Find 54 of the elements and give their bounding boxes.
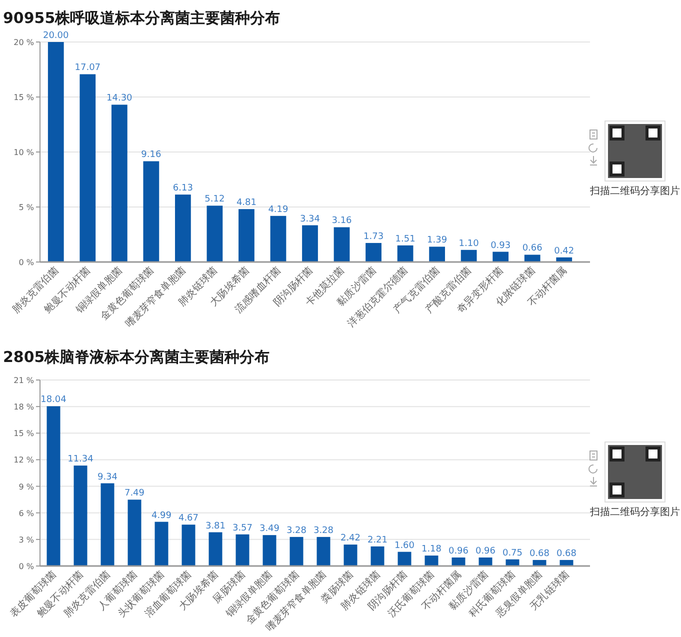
- data-label: 0.66: [522, 244, 543, 254]
- data-label: 3.28: [313, 526, 334, 536]
- data-label: 1.73: [364, 232, 384, 242]
- y-tick-label: 20 %: [14, 38, 34, 47]
- data-label: 0.68: [556, 548, 577, 559]
- y-tick-label: 3 %: [18, 535, 34, 544]
- y-tick-label: 6 %: [18, 508, 34, 518]
- data-label: 3.81: [205, 521, 226, 532]
- y-tick-label: 18 %: [14, 402, 34, 412]
- data-label: 4.19: [268, 204, 289, 215]
- data-label: 9.16: [141, 150, 162, 160]
- chart-title: 90955株呼吸道标本分离菌主要菌种分布: [3, 9, 280, 27]
- data-label: 0.96: [475, 546, 496, 556]
- data-label: 0.42: [554, 246, 574, 256]
- data-label: 1.10: [458, 238, 480, 249]
- data-label: 6.13: [172, 184, 193, 194]
- data-label: 11.34: [68, 454, 94, 465]
- chart-title: 2805株脑脊液标本分离菌主要菌种分布: [3, 348, 270, 366]
- y-tick-label: 21 %: [14, 376, 34, 385]
- data-label: 5.12: [204, 194, 225, 205]
- y-tick-label: 9 %: [18, 482, 34, 492]
- data-label: 17.07: [74, 63, 101, 74]
- y-tick-label: 12 %: [14, 456, 34, 465]
- data-label: 0.93: [490, 240, 511, 251]
- data-label: 3.16: [332, 216, 352, 226]
- y-tick-label: 15 %: [14, 429, 34, 438]
- data-label: 3.57: [232, 523, 253, 534]
- data-label: 18.04: [40, 395, 67, 406]
- y-tick-label: 0 %: [18, 258, 34, 267]
- annotation: 扫描二维码分享图片: [589, 506, 680, 518]
- data-label: 2.21: [367, 535, 388, 546]
- annotation: 扫描二维码分享图片: [589, 185, 680, 197]
- data-label: 3.34: [300, 214, 320, 224]
- data-label: 20.00: [43, 31, 70, 41]
- data-label: 1.39: [427, 236, 448, 246]
- data-label: 1.60: [394, 540, 415, 551]
- data-label: 1.51: [395, 234, 416, 244]
- data-label: 4.81: [236, 198, 256, 208]
- data-label: 0.75: [502, 548, 523, 558]
- y-tick-label: 5 %: [18, 203, 34, 212]
- y-tick-label: 10 %: [14, 148, 34, 157]
- data-label: 9.34: [97, 472, 118, 482]
- data-label: 4.99: [151, 510, 172, 521]
- y-tick-label: 0 %: [18, 562, 34, 571]
- data-label: 3.49: [259, 524, 280, 534]
- data-label: 14.30: [106, 94, 133, 104]
- data-label: 4.67: [178, 514, 199, 524]
- data-label: 1.18: [421, 544, 442, 555]
- data-label: 0.96: [448, 546, 469, 556]
- data-label: 0.68: [529, 548, 550, 559]
- data-label: 7.49: [124, 488, 145, 499]
- data-label: 2.42: [340, 534, 361, 544]
- y-tick-label: 15 %: [14, 93, 34, 102]
- data-label: 3.28: [286, 526, 307, 536]
